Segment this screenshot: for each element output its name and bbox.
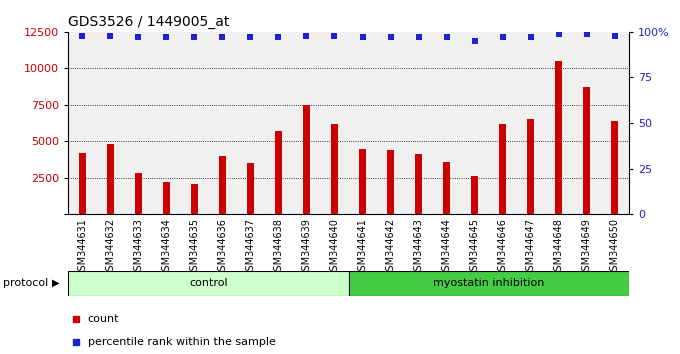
Text: percentile rank within the sample: percentile rank within the sample	[88, 337, 275, 347]
Text: GSM344635: GSM344635	[189, 218, 199, 277]
Bar	[499, 124, 507, 214]
Text: myostatin inhibition: myostatin inhibition	[433, 278, 545, 288]
Bar	[163, 182, 170, 214]
Text: protocol: protocol	[3, 278, 49, 288]
Bar	[331, 124, 338, 214]
Text: GSM344648: GSM344648	[554, 218, 564, 276]
Bar	[247, 163, 254, 214]
Bar	[107, 144, 114, 214]
Text: GSM344641: GSM344641	[358, 218, 367, 276]
Bar	[348, 271, 629, 296]
Bar	[443, 162, 450, 214]
Bar	[471, 176, 478, 214]
Text: GSM344646: GSM344646	[498, 218, 508, 276]
Text: ▶: ▶	[52, 278, 59, 288]
Text: GSM344634: GSM344634	[161, 218, 171, 276]
Bar	[583, 87, 590, 214]
Text: GSM344637: GSM344637	[245, 218, 255, 277]
Text: GSM344643: GSM344643	[413, 218, 424, 276]
Text: control: control	[189, 278, 228, 288]
Bar	[556, 61, 562, 214]
Bar	[78, 153, 86, 214]
Bar	[135, 173, 141, 214]
Text: count: count	[88, 314, 119, 324]
Text: GDS3526 / 1449005_at: GDS3526 / 1449005_at	[68, 16, 229, 29]
Text: GSM344636: GSM344636	[218, 218, 227, 276]
Bar	[275, 131, 282, 214]
Bar	[387, 150, 394, 214]
Bar	[359, 149, 366, 214]
Text: GSM344649: GSM344649	[582, 218, 592, 276]
Bar	[611, 121, 619, 214]
Text: GSM344640: GSM344640	[330, 218, 339, 276]
Text: GSM344650: GSM344650	[610, 218, 620, 277]
Bar	[303, 105, 310, 214]
Bar	[190, 183, 198, 214]
Text: GSM344638: GSM344638	[273, 218, 284, 276]
Text: GSM344631: GSM344631	[77, 218, 87, 276]
Text: GSM344645: GSM344645	[470, 218, 479, 277]
Bar	[527, 119, 534, 214]
Text: GSM344639: GSM344639	[301, 218, 311, 276]
Bar	[68, 271, 348, 296]
Text: GSM344633: GSM344633	[133, 218, 143, 276]
Bar	[219, 156, 226, 214]
Text: GSM344642: GSM344642	[386, 218, 396, 277]
Bar	[415, 154, 422, 214]
Text: GSM344644: GSM344644	[442, 218, 452, 276]
Text: GSM344647: GSM344647	[526, 218, 536, 277]
Text: GSM344632: GSM344632	[105, 218, 115, 277]
